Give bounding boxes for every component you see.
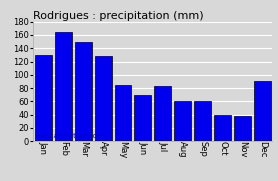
Bar — [35, 55, 52, 141]
Bar — [214, 115, 231, 141]
Text: www.allmetsat.com: www.allmetsat.com — [36, 133, 104, 139]
Bar — [234, 116, 251, 141]
Bar — [194, 101, 211, 141]
Bar — [55, 32, 72, 141]
Bar — [95, 56, 111, 141]
Bar — [115, 85, 131, 141]
Bar — [154, 86, 171, 141]
Bar — [135, 95, 152, 141]
Bar — [174, 101, 191, 141]
Text: Rodrigues : precipitation (mm): Rodrigues : precipitation (mm) — [33, 11, 204, 21]
Bar — [254, 81, 271, 141]
Bar — [75, 42, 92, 141]
